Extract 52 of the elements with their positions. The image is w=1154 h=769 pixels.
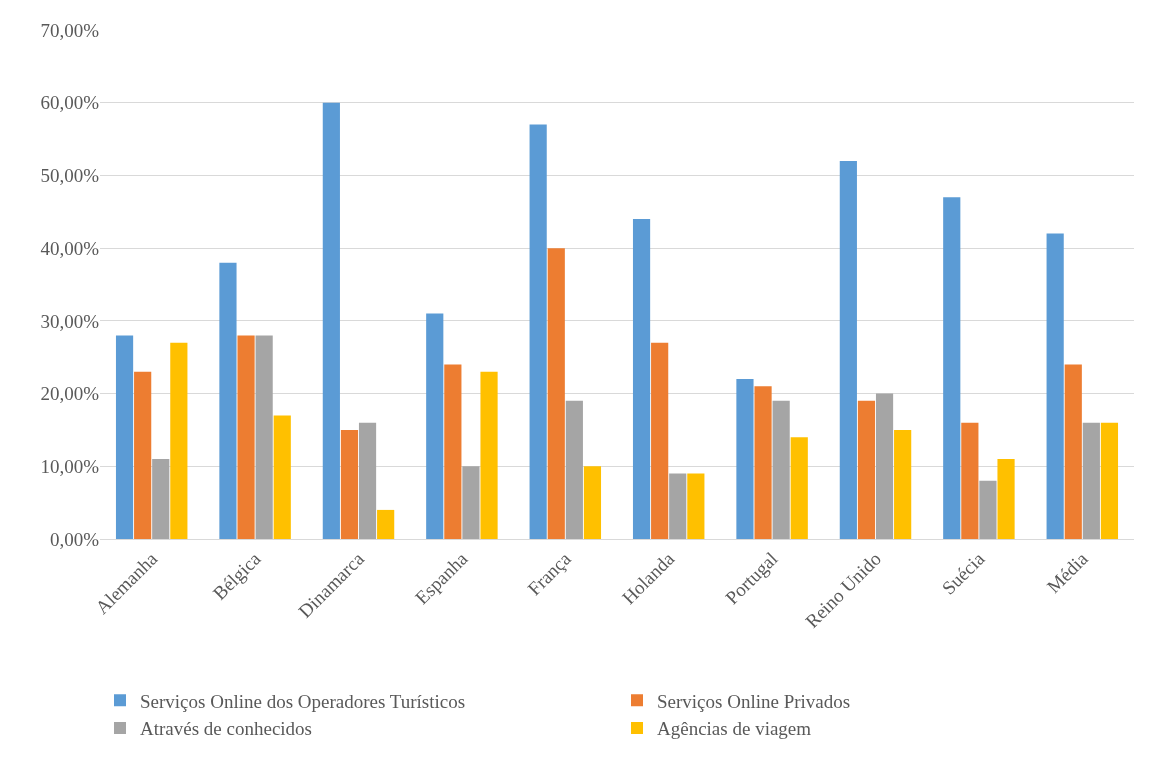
bar — [997, 459, 1015, 539]
bar — [875, 393, 894, 539]
bar — [322, 102, 340, 539]
bar — [115, 335, 134, 539]
bar — [979, 480, 997, 539]
bar — [1064, 364, 1082, 539]
legend-label: Serviços Online dos Operadores Turísticos — [140, 690, 466, 712]
bar — [480, 371, 498, 539]
bar — [444, 364, 462, 539]
bar — [736, 379, 754, 539]
bar — [255, 335, 273, 539]
bar — [273, 415, 291, 539]
y-tick-label: 70,00% — [40, 19, 100, 41]
bar — [1046, 233, 1064, 539]
bar — [894, 429, 912, 539]
bar — [426, 313, 444, 539]
bar — [632, 219, 651, 539]
bar — [669, 473, 687, 539]
bar — [219, 262, 237, 539]
bar — [583, 466, 602, 539]
bar — [839, 160, 857, 539]
legend-label: Serviços Online Privados — [657, 690, 851, 712]
bar — [687, 473, 705, 539]
y-tick-label: 30,00% — [40, 310, 100, 332]
bar — [237, 335, 255, 539]
bar — [790, 437, 808, 539]
legend-label: Através de conhecidos — [140, 718, 312, 740]
y-tick-label: 0,00% — [49, 528, 100, 550]
bar — [1082, 422, 1100, 539]
y-tick-label: 40,00% — [40, 237, 100, 259]
bar — [529, 124, 547, 539]
bar — [772, 400, 790, 539]
bar — [134, 371, 152, 539]
bar — [565, 400, 583, 539]
bar — [377, 509, 395, 539]
y-tick-label: 10,00% — [40, 455, 100, 477]
bar — [943, 197, 961, 539]
y-tick-label: 20,00% — [40, 383, 100, 405]
y-tick-label: 60,00% — [40, 92, 100, 114]
bar — [170, 342, 188, 539]
bar — [961, 422, 979, 539]
bar — [358, 422, 377, 539]
legend-label: Agências de viagem — [657, 718, 812, 740]
bar — [651, 342, 669, 539]
bar — [857, 400, 876, 539]
bar — [1100, 422, 1119, 539]
bar — [462, 466, 480, 539]
bar — [547, 248, 565, 539]
y-tick-label: 50,00% — [40, 165, 100, 187]
bar — [754, 386, 772, 539]
bar — [340, 429, 359, 539]
bar — [152, 459, 170, 539]
